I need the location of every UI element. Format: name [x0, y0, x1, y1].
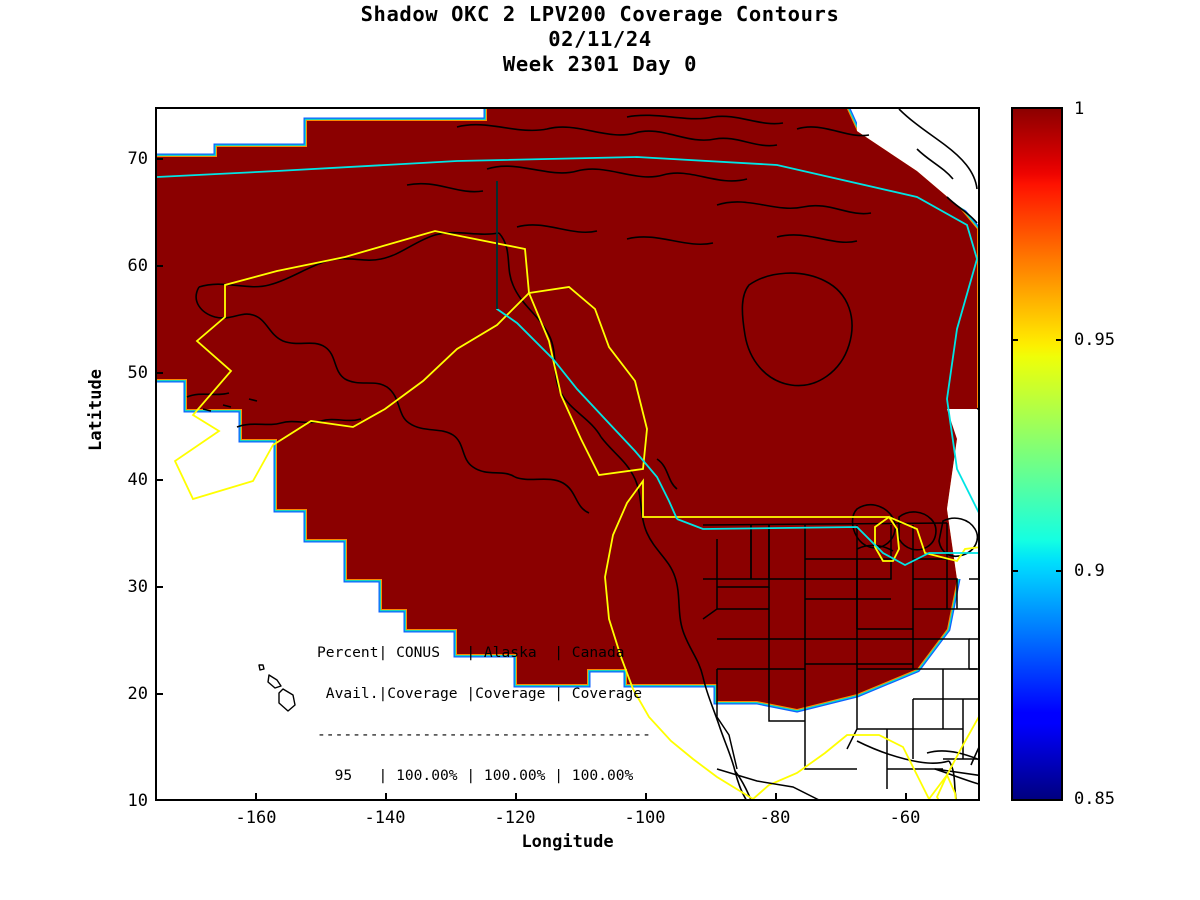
x-tick-mark: [645, 793, 647, 801]
x-tick-label--120: -120: [494, 808, 536, 828]
colorbar-gradient: [1013, 109, 1061, 799]
greenland-cutout: [857, 109, 977, 217]
international-borders: [496, 181, 819, 799]
table-header-row-1: Percent| CONUS | Alaska | Canada: [317, 643, 625, 661]
canada-sv-east-leg: [946, 258, 978, 514]
colorbar-tick-label-0.9: 0.9: [1074, 561, 1105, 581]
y-tick-mark: [155, 799, 163, 801]
colorbar-tick-label-0.85: 0.85: [1074, 789, 1115, 809]
x-tick-label--80: -80: [759, 808, 791, 828]
y-tick-label-60: 60: [127, 256, 148, 276]
canada-sv-southern-border: [676, 518, 978, 567]
canada-sv-western-leg: [496, 181, 678, 520]
canada-service-volume-boundary: [157, 156, 978, 260]
conus-sv-great-lakes-lobe: [874, 515, 900, 562]
colorbar-tick-mark: [1056, 570, 1063, 572]
x-tick-label--100: -100: [624, 808, 666, 828]
coastlines-layer: [186, 109, 978, 799]
y-tick-label-30: 30: [127, 577, 148, 597]
y-tick-label-70: 70: [127, 149, 148, 169]
x-tick-mark: [775, 793, 777, 801]
coverage-statistics-table: Percent| CONUS | Alaska | Canada Avail.|…: [317, 622, 651, 799]
y-tick-mark: [155, 586, 163, 588]
colorbar-tick-mark: [1011, 570, 1018, 572]
y-tick-label-40: 40: [127, 470, 148, 490]
x-tick-mark: [255, 793, 257, 801]
conus-sv-florida-tail: [935, 772, 957, 799]
y-tick-mark: [155, 693, 163, 695]
title-line-3: Week 2301 Day 0: [502, 52, 698, 76]
x-tick-mark: [515, 793, 517, 801]
y-axis-title: Latitude: [86, 369, 106, 451]
y-tick-mark: [155, 158, 163, 160]
table-header-row-2: Avail.|Coverage |Coverage | Coverage: [317, 684, 643, 702]
y-tick-mark: [155, 479, 163, 481]
title-line-1: Shadow OKC 2 LPV200 Coverage Contours: [360, 2, 840, 26]
y-tick-label-50: 50: [127, 363, 148, 383]
greenland-cutout-2: [947, 409, 978, 579]
conus-service-volume-boundary: [604, 478, 978, 799]
x-tick-mark: [905, 793, 907, 801]
x-tick-label--60: -60: [889, 808, 921, 828]
y-tick-mark: [155, 372, 163, 374]
x-tick-label--140: -140: [364, 808, 406, 828]
map-svg: [157, 109, 978, 799]
map-plot-area[interactable]: Percent| CONUS | Alaska | Canada Avail.|…: [155, 107, 980, 801]
colorbar-tick-mark: [1056, 339, 1063, 341]
x-axis-title: Longitude: [521, 832, 614, 852]
y-tick-mark: [155, 265, 163, 267]
chart-title-block: Shadow OKC 2 LPV200 Coverage Contours 02…: [0, 2, 1200, 77]
x-tick-label--160: -160: [235, 808, 277, 828]
table-rule: --------------------------------------: [317, 725, 651, 743]
x-tick-mark: [385, 793, 387, 801]
colorbar-tick-label-0.95: 0.95: [1074, 330, 1115, 350]
alaska-service-volume-boundary: [173, 230, 530, 501]
table-row: 95 | 100.00% | 100.00% | 100.00%: [317, 767, 634, 785]
y-tick-label-20: 20: [127, 684, 148, 704]
colorbar-tick-label-1: 1: [1074, 99, 1085, 119]
title-line-2: 02/11/24: [548, 27, 652, 51]
alaska-sv-panhandle: [527, 286, 648, 476]
colorbar[interactable]: [1011, 107, 1063, 801]
colorbar-tick-mark: [1011, 339, 1018, 341]
y-tick-label-10: 10: [127, 791, 148, 811]
